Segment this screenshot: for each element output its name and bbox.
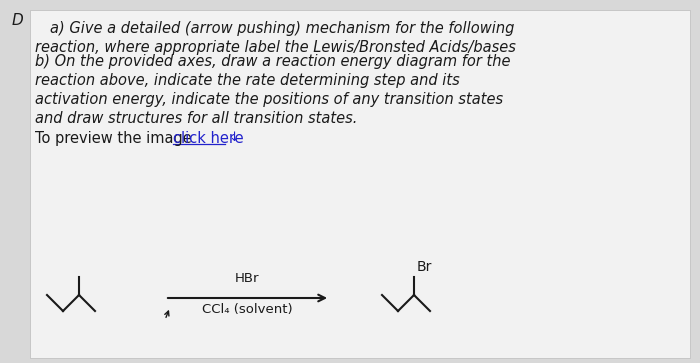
Text: Br: Br xyxy=(417,260,433,274)
Text: activation energy, indicate the positions of any transition states: activation energy, indicate the position… xyxy=(35,92,503,107)
Text: CCl₄ (solvent): CCl₄ (solvent) xyxy=(202,303,293,316)
FancyBboxPatch shape xyxy=(30,10,690,358)
Text: and draw structures for all transition states.: and draw structures for all transition s… xyxy=(35,111,358,126)
Text: reaction above, indicate the rate determining step and its: reaction above, indicate the rate determ… xyxy=(35,73,460,88)
Text: click here: click here xyxy=(173,131,244,146)
Text: D: D xyxy=(12,13,24,28)
Text: reaction, where appropriate label the Lewis/Bronsted Acids/bases: reaction, where appropriate label the Le… xyxy=(35,40,516,55)
Text: ↓: ↓ xyxy=(228,131,239,144)
Text: b) On the provided axes, draw a reaction energy diagram for the: b) On the provided axes, draw a reaction… xyxy=(35,54,510,69)
Text: HBr: HBr xyxy=(235,272,260,285)
Text: To preview the image: To preview the image xyxy=(35,131,197,146)
Text: a) Give a detailed (arrow pushing) mechanism for the following: a) Give a detailed (arrow pushing) mecha… xyxy=(50,21,514,36)
